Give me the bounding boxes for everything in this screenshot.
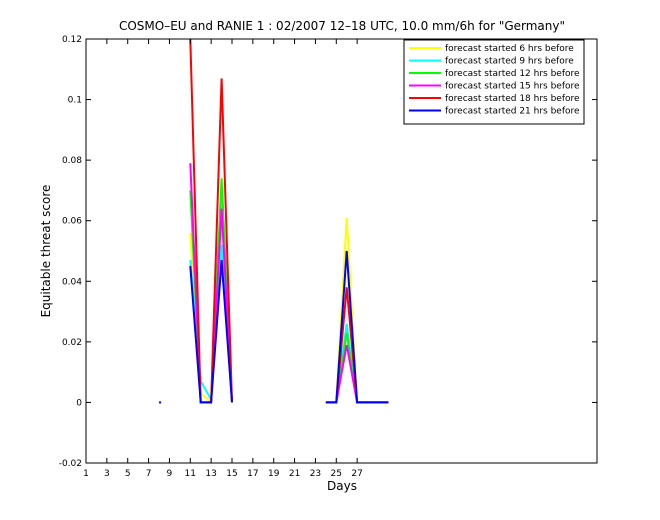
legend-entry-label: forecast started 21 hrs before xyxy=(445,107,580,117)
y-axis-label: Equitable threat score xyxy=(39,185,53,318)
y-tick-label: 0.12 xyxy=(62,35,82,45)
x-tick-label: 15 xyxy=(226,469,237,479)
x-tick-label: 11 xyxy=(185,469,196,479)
y-ticks: -0.02 0 0.02 0.04 0.06 0.08 0.1 0.12 xyxy=(59,35,597,469)
legend-entry-label: forecast started 9 hrs before xyxy=(445,57,574,67)
y-tick-label: 0.04 xyxy=(62,277,82,287)
y-tick-label: 0.1 xyxy=(68,96,82,106)
x-tick-label: 17 xyxy=(247,469,258,479)
legend-entry-label: forecast started 6 hrs before xyxy=(445,44,574,54)
series-5-line-segment-2 xyxy=(325,250,389,404)
x-tick-label: 5 xyxy=(125,469,131,479)
x-axis-label: Days xyxy=(327,479,357,493)
y-tick-label: 0.02 xyxy=(62,338,82,348)
legend-entry-label: forecast started 12 hrs before xyxy=(445,69,580,79)
plot-area-border xyxy=(85,38,598,464)
x-tick-label: 23 xyxy=(310,469,321,479)
x-tick-label: 21 xyxy=(289,469,300,479)
x-tick-label: 3 xyxy=(104,469,110,479)
y-tick-label: 0.06 xyxy=(62,217,82,227)
y-tick-label: 0 xyxy=(76,398,82,408)
series-0-line-segment-1 xyxy=(325,217,389,404)
x-ticks: 1 3 5 7 9 11 13 15 17 19 21 23 25 27 xyxy=(83,39,363,479)
legend-entry-label: forecast started 18 hrs before xyxy=(445,94,580,104)
y-tick-label: -0.02 xyxy=(59,459,82,469)
x-tick-label: 7 xyxy=(146,469,152,479)
plot-lines xyxy=(159,38,389,405)
x-tick-label: 1 xyxy=(83,469,89,479)
x-tick-label: 9 xyxy=(167,469,173,479)
x-tick-label: 19 xyxy=(268,469,280,479)
legend-entry-label: forecast started 15 hrs before xyxy=(445,82,580,92)
x-tick-label: 27 xyxy=(351,469,362,479)
x-tick-label: 25 xyxy=(331,469,342,479)
series-4-line-segment-1 xyxy=(325,287,389,404)
chart-title: COSMO–EU and RANIE 1 : 02/2007 12–18 UTC… xyxy=(119,19,565,33)
series-5-line-segment-1 xyxy=(189,260,233,404)
y-tick-label: 0.08 xyxy=(62,156,82,166)
legend: forecast started 6 hrs before forecast st… xyxy=(403,39,585,125)
x-tick-label: 13 xyxy=(205,469,216,479)
